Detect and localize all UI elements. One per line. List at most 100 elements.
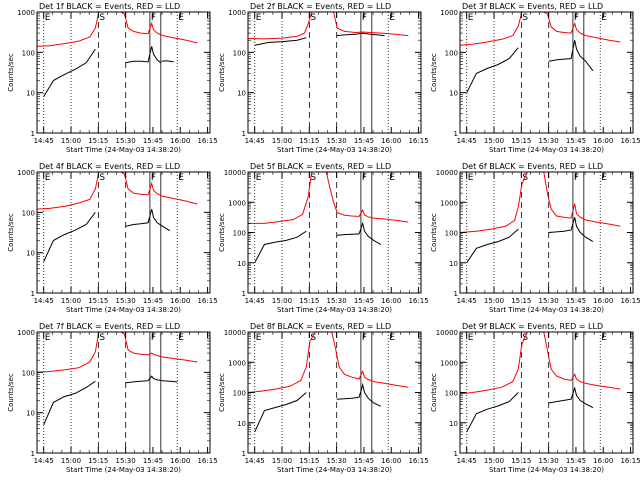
x-tick-label: 15:00 bbox=[484, 297, 504, 305]
x-tick-label: 15:00 bbox=[484, 457, 504, 465]
x-tick-label: 15:45 bbox=[566, 297, 586, 305]
x-tick-label: 15:00 bbox=[272, 137, 292, 145]
chart-panel-5: Det 5f BLACK = Events, RED = LLD E S F E 1 10 1… bbox=[218, 162, 429, 314]
x-tick-label: 16:00 bbox=[381, 297, 401, 305]
x-axis-label: Start Time (24-May-03 14:38:20) bbox=[489, 306, 604, 314]
marker-label: S bbox=[310, 333, 316, 343]
events-line-seg-1 bbox=[254, 230, 307, 264]
marker-label: E bbox=[601, 173, 607, 183]
x-tick-label: 15:00 bbox=[272, 297, 292, 305]
x-tick-label: 15:15 bbox=[88, 137, 108, 145]
y-tick-label: 100 bbox=[22, 369, 35, 377]
plot-frame bbox=[459, 331, 634, 454]
marker-label: F bbox=[362, 333, 367, 343]
y-axis-label: Counts/sec bbox=[218, 373, 226, 412]
plot-frame bbox=[36, 11, 211, 134]
y-tick-label: 10 bbox=[237, 260, 246, 268]
plot-frame bbox=[247, 331, 422, 454]
y-tick-label: 1 bbox=[242, 130, 246, 138]
y-tick-label: 1 bbox=[31, 290, 35, 298]
y-tick-label: 10000 bbox=[436, 169, 458, 177]
y-tick-label: 1000 bbox=[440, 9, 458, 17]
x-tick-label: 15:15 bbox=[299, 137, 319, 145]
series-group bbox=[460, 172, 621, 264]
x-tick-label: 15:00 bbox=[61, 297, 81, 305]
y-tick-label: 10 bbox=[26, 410, 35, 418]
y-axis-label: Counts/sec bbox=[7, 213, 15, 252]
marker-label: F bbox=[362, 13, 367, 23]
marker-label: E bbox=[45, 173, 51, 183]
marker-label: E bbox=[601, 333, 607, 343]
y-tick-label: 10 bbox=[237, 90, 246, 98]
x-tick-label: 15:15 bbox=[88, 457, 108, 465]
marker-label: E bbox=[389, 173, 395, 183]
y-tick-label: 1000 bbox=[440, 199, 458, 207]
events-line-seg-2 bbox=[548, 217, 594, 243]
x-tick-label: 16:00 bbox=[593, 137, 613, 145]
x-tick-label: 14:45 bbox=[34, 457, 54, 465]
y-tick-label: 1 bbox=[31, 130, 35, 138]
chart-title: Det 4f BLACK = Events, RED = LLD bbox=[39, 162, 180, 171]
marker-label: E bbox=[178, 173, 184, 183]
y-tick-label: 1000 bbox=[17, 169, 35, 177]
lld-line-seg-2 bbox=[325, 172, 409, 223]
events-line-seg-2 bbox=[125, 208, 171, 232]
chart-title: Det 1f BLACK = Events, RED = LLD bbox=[39, 2, 180, 11]
series-group bbox=[248, 172, 409, 264]
x-tick-label: 16:00 bbox=[170, 457, 190, 465]
x-tick-label: 15:15 bbox=[299, 457, 319, 465]
y-tick-label: 1 bbox=[31, 450, 35, 458]
x-tick-label: 16:15 bbox=[620, 137, 640, 145]
marker-label: E bbox=[468, 13, 474, 23]
x-axis-label: Start Time (24-May-03 14:38:20) bbox=[277, 146, 392, 154]
x-tick-label: 16:00 bbox=[170, 137, 190, 145]
events-line-seg-3 bbox=[161, 60, 174, 63]
marker-label: S bbox=[99, 173, 105, 183]
x-tick-label: 16:15 bbox=[408, 297, 428, 305]
x-tick-label: 15:30 bbox=[116, 297, 136, 305]
series-group bbox=[460, 12, 621, 93]
x-tick-label: 16:15 bbox=[197, 457, 217, 465]
marker-label: E bbox=[468, 333, 474, 343]
marker-label: E bbox=[256, 13, 262, 23]
chart-panel-3: Det 3f BLACK = Events, RED = LLD E S F E 1 10 1… bbox=[430, 2, 640, 154]
x-tick-label: 16:15 bbox=[408, 137, 428, 145]
x-tick-label: 15:45 bbox=[354, 137, 374, 145]
x-tick-label: 16:00 bbox=[593, 297, 613, 305]
plot-frame bbox=[36, 331, 211, 454]
x-tick-label: 15:30 bbox=[539, 297, 559, 305]
x-tick-label: 15:00 bbox=[61, 457, 81, 465]
events-line-seg-1 bbox=[254, 37, 307, 46]
lld-line-seg-2 bbox=[120, 332, 198, 363]
x-tick-label: 16:15 bbox=[620, 457, 640, 465]
marker-label: E bbox=[45, 13, 51, 23]
chart-title: Det 8f BLACK = Events, RED = LLD bbox=[250, 322, 391, 331]
marker-label: S bbox=[522, 173, 528, 183]
x-axis-label: Start Time (24-May-03 14:38:20) bbox=[277, 466, 392, 474]
x-tick-label: 15:30 bbox=[116, 457, 136, 465]
y-tick-label: 1000 bbox=[17, 329, 35, 337]
series-group bbox=[248, 332, 409, 433]
events-line-seg-2 bbox=[548, 40, 594, 72]
chart-title: Det 5f BLACK = Events, RED = LLD bbox=[250, 162, 391, 171]
marker-label: S bbox=[522, 13, 528, 23]
series-group bbox=[37, 172, 198, 262]
x-tick-label: 14:45 bbox=[457, 137, 477, 145]
y-tick-label: 10 bbox=[26, 90, 35, 98]
chart-panel-2: Det 2f BLACK = Events, RED = LLD E S F E 1 10 1… bbox=[218, 2, 429, 154]
x-tick-label: 15:00 bbox=[484, 137, 504, 145]
marker-label: S bbox=[310, 173, 316, 183]
x-tick-label: 16:15 bbox=[197, 137, 217, 145]
plot-frame bbox=[459, 11, 634, 134]
chart-panel-7: Det 7f BLACK = Events, RED = LLD E S F E 1 10 1… bbox=[7, 322, 218, 474]
y-tick-label: 100 bbox=[233, 49, 246, 57]
lld-line-seg-2 bbox=[333, 12, 409, 37]
marker-label: S bbox=[310, 13, 316, 23]
y-tick-label: 1 bbox=[242, 290, 246, 298]
x-tick-label: 15:45 bbox=[354, 297, 374, 305]
y-tick-label: 10000 bbox=[224, 329, 246, 337]
y-tick-label: 10000 bbox=[436, 329, 458, 337]
y-tick-label: 1 bbox=[454, 290, 458, 298]
marker-label: E bbox=[256, 173, 262, 183]
x-axis-label: Start Time (24-May-03 14:38:20) bbox=[66, 466, 181, 474]
